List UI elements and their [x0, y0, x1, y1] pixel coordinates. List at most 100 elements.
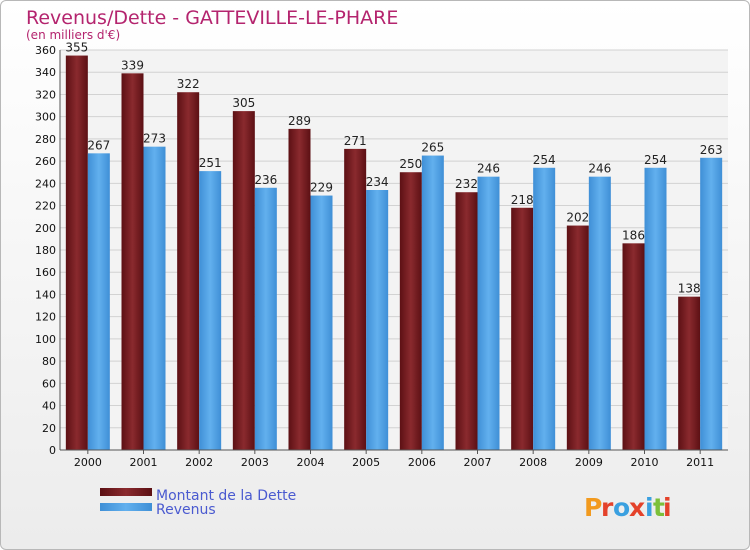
- x-tick-label: 2008: [519, 456, 547, 469]
- y-tick-label: 200: [35, 222, 56, 235]
- x-tick-label: 2009: [575, 456, 603, 469]
- data-label: 254: [644, 153, 667, 167]
- x-tick-label: 2005: [352, 456, 380, 469]
- logo-letter: t: [653, 493, 665, 522]
- logo-letter: i: [645, 493, 654, 522]
- bar-debt-2003: [232, 111, 255, 450]
- data-label: 273: [143, 132, 166, 146]
- data-label: 305: [232, 96, 255, 110]
- x-tick-label: 2010: [631, 456, 659, 469]
- bar-debt-2002: [177, 92, 200, 450]
- bar-revenus-2004: [310, 195, 333, 450]
- bar-debt-2011: [678, 296, 701, 450]
- legend: Montant de la Dette Revenus: [100, 488, 296, 518]
- legend-swatch-debt: [100, 488, 152, 496]
- y-tick-label: 360: [35, 44, 56, 57]
- x-tick-label: 2004: [297, 456, 325, 469]
- logo-letter: P: [584, 493, 602, 522]
- y-tick-label: 280: [35, 133, 56, 146]
- x-axis-ticks: 2000 2001 2002 2003 2004 2005 2006 2007 2008 2009…: [74, 450, 714, 469]
- logo-letter: r: [601, 493, 614, 522]
- legend-label-revenus: Revenus: [156, 502, 216, 518]
- x-tick-label: 2007: [464, 456, 492, 469]
- data-label: 322: [177, 77, 200, 91]
- x-tick-label: 2006: [408, 456, 436, 469]
- y-tick-label: 240: [35, 177, 56, 190]
- y-tick-label: 40: [42, 400, 56, 413]
- bar-revenus-2007: [477, 176, 500, 450]
- y-tick-label: 60: [42, 377, 56, 390]
- y-tick-label: 300: [35, 111, 56, 124]
- y-tick-label: 80: [42, 355, 56, 368]
- bar-revenus-2006: [421, 155, 444, 451]
- y-tick-label: 220: [35, 200, 56, 213]
- data-label: 229: [310, 181, 333, 195]
- data-label: 246: [477, 162, 500, 176]
- data-label: 251: [199, 156, 222, 170]
- x-tick-label: 2003: [241, 456, 269, 469]
- bar-debt-2007: [455, 192, 478, 450]
- y-tick-label: 160: [35, 266, 56, 279]
- logo-letter: o: [613, 493, 630, 522]
- y-tick-label: 20: [42, 422, 56, 435]
- bar-revenus-2008: [533, 167, 556, 450]
- bar-revenus-2002: [199, 171, 222, 450]
- bar-debt-2005: [344, 148, 367, 450]
- data-label: 254: [533, 153, 556, 167]
- bar-debt-2004: [288, 128, 311, 450]
- data-label: 289: [288, 114, 311, 128]
- data-label: 267: [87, 138, 110, 152]
- chart-subtitle: (en milliers d'€): [26, 28, 120, 42]
- x-tick-label: 2002: [185, 456, 213, 469]
- y-tick-label: 140: [35, 288, 56, 301]
- data-label: 271: [344, 134, 367, 148]
- bar-debt-2001: [121, 73, 144, 450]
- bar-revenus-2010: [644, 167, 667, 450]
- bar-revenus-2009: [588, 176, 611, 450]
- bar-debt-2009: [566, 225, 589, 450]
- y-tick-label: 320: [35, 88, 56, 101]
- legend-label-debt: Montant de la Dette: [156, 488, 296, 504]
- data-label: 263: [700, 143, 723, 157]
- bar-revenus-2011: [700, 157, 723, 450]
- data-label: 355: [65, 41, 88, 55]
- bar-debt-2010: [622, 243, 645, 450]
- data-label: 186: [622, 228, 645, 242]
- bar-revenus-2001: [143, 146, 166, 450]
- bar-labels: 355 267 339 273 322 251 305 236 289 229 271 234 250 2…: [65, 41, 722, 296]
- data-label: 202: [566, 211, 589, 225]
- y-tick-label: 260: [35, 155, 56, 168]
- bar-revenus-2000: [87, 153, 110, 451]
- y-tick-label: 180: [35, 244, 56, 257]
- y-tick-label: 120: [35, 311, 56, 324]
- y-tick-label: 0: [49, 444, 56, 457]
- data-label: 339: [121, 58, 144, 72]
- data-label: 232: [455, 177, 478, 191]
- data-label: 236: [254, 173, 277, 187]
- bar-debt-2008: [511, 207, 534, 450]
- legend-swatch-revenus: [100, 503, 152, 511]
- data-label: 246: [588, 162, 611, 176]
- bar-revenus-2003: [254, 187, 277, 450]
- y-tick-label: 100: [35, 333, 56, 346]
- y-axis-ticks: 0 20 40 60 80 100 120 140 160 180 200 220 240 260 280 3…: [35, 44, 56, 457]
- grid-lines: [60, 49, 728, 451]
- x-tick-label: 2001: [130, 456, 158, 469]
- logo-letter: x: [629, 493, 645, 522]
- y-tick-label: 340: [35, 66, 56, 79]
- data-label: 250: [399, 157, 422, 171]
- bar-debt-2000: [65, 55, 88, 451]
- data-label: 138: [678, 282, 701, 296]
- proxiti-logo: Pr ox i ti: [584, 493, 672, 522]
- data-label: 265: [421, 141, 444, 155]
- data-label: 234: [366, 175, 389, 189]
- x-tick-label: 2011: [686, 456, 714, 469]
- x-tick-label: 2000: [74, 456, 102, 469]
- data-label: 218: [511, 193, 534, 207]
- logo-letter: i: [663, 493, 672, 522]
- bar-debt-2006: [399, 172, 422, 450]
- bars: [65, 55, 723, 451]
- chart-title: Revenus/Dette - GATTEVILLE-LE-PHARE: [26, 7, 398, 29]
- bar-revenus-2005: [366, 190, 389, 450]
